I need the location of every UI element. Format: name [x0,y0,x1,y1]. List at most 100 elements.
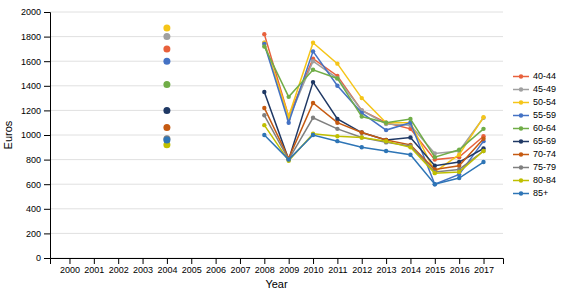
series-line [167,28,484,172]
y-axis-tick: 1200 [21,106,50,116]
x-axis-tick-label: 2002 [109,265,129,275]
x-axis-tick-mark [362,258,363,264]
y-axis-tick-mark [44,160,50,161]
legend-item: 65-69 [513,136,556,146]
legend-label: 40-44 [533,71,556,81]
y-axis-tick: 600 [26,180,50,190]
y-axis-tick-mark [44,135,50,136]
y-axis-tick-label: 0 [36,253,41,263]
legend-marker [519,87,523,91]
series-line [167,125,484,173]
x-axis-tick-mark [118,258,119,264]
point [408,135,412,139]
series [163,42,485,187]
legend-label: 85+ [533,188,548,198]
point [335,134,339,138]
point [311,116,315,120]
x-axis-tick-label: 2015 [425,265,445,275]
y-axis-tick: 1000 [21,130,50,140]
point [335,61,339,65]
x-axis-tick-label: 2014 [401,265,421,275]
series-layer [163,24,485,186]
x-axis-tick-mark [143,258,144,264]
grid-line [50,36,503,37]
x-axis-tick: 2005 [182,258,202,275]
point [262,133,266,137]
point [408,145,412,149]
point [457,176,461,180]
point [433,182,437,186]
x-axis-tick-label: 2008 [255,265,275,275]
y-axis-tick-mark [44,209,50,210]
x-axis-tick-mark [386,258,387,264]
chart: 2000200120022003200420052006200720082009… [0,0,571,294]
legend-item: 50-54 [513,97,556,107]
x-axis-tick: 2008 [255,258,275,275]
y-axis-tick-mark [44,258,50,259]
point [360,145,364,149]
point [433,155,437,159]
point [360,130,364,134]
point [335,76,339,80]
series-line [167,103,484,169]
x-axis-tick-mark [240,258,241,264]
x-axis-tick-label: 2003 [133,265,153,275]
x-axis-tick-mark [484,258,485,264]
x-axis: 2000200120022003200420052006200720082009… [51,258,504,275]
legend-item: 60-64 [513,123,556,133]
series [163,133,485,187]
point [286,157,290,161]
point [360,130,364,134]
x-axis-tick-mark [216,258,217,264]
x-axis-tick-label: 2012 [352,265,372,275]
grid-line [50,208,503,209]
point [457,152,461,156]
x-axis-tick-mark [191,258,192,264]
x-axis-tick: 2014 [401,258,421,275]
point [262,106,266,110]
x-axis-tick: 2015 [425,258,445,275]
x-axis-tick: 2002 [109,258,129,275]
x-axis-tick: 2016 [450,258,470,275]
y-axis-tick-label: 800 [26,155,41,165]
point [384,139,388,143]
point [457,170,461,174]
x-axis-tick-label: 2001 [84,265,104,275]
legend-label: 45-49 [533,84,556,94]
point [163,45,170,52]
point [286,157,290,161]
series-line [167,44,484,184]
point [335,139,339,143]
point [360,114,364,118]
point [481,149,485,153]
y-axis-tick-label: 1600 [21,57,41,67]
legend: 40-4445-4950-5455-5960-6465-6970-7475-79… [513,71,556,198]
point [433,182,437,186]
x-axis-tick-label: 2005 [182,265,202,275]
legend-item: 40-44 [513,71,556,81]
x-axis-tick-mark [459,258,460,264]
x-axis-tick-label: 2013 [377,265,397,275]
y-axis-tick-label: 1000 [21,130,41,140]
point [262,113,266,117]
series [163,101,485,172]
y-axis-tick-mark [44,37,50,38]
point [384,121,388,125]
y-axis-tick-label: 1800 [21,32,41,42]
point [335,84,339,88]
point [481,127,485,131]
point [384,149,388,153]
point [163,107,170,114]
x-axis-tick-label: 2010 [304,265,324,275]
legend-label: 50-54 [533,97,556,107]
x-axis-tick-mark [337,258,338,264]
legend-marker [519,152,523,156]
point [163,136,170,143]
legend-item: 85+ [513,188,548,198]
legend-item: 75-79 [513,162,556,172]
legend-marker [519,126,523,130]
legend-item: 55-59 [513,110,556,120]
series-line [167,135,484,184]
point [433,171,437,175]
series [163,80,485,168]
